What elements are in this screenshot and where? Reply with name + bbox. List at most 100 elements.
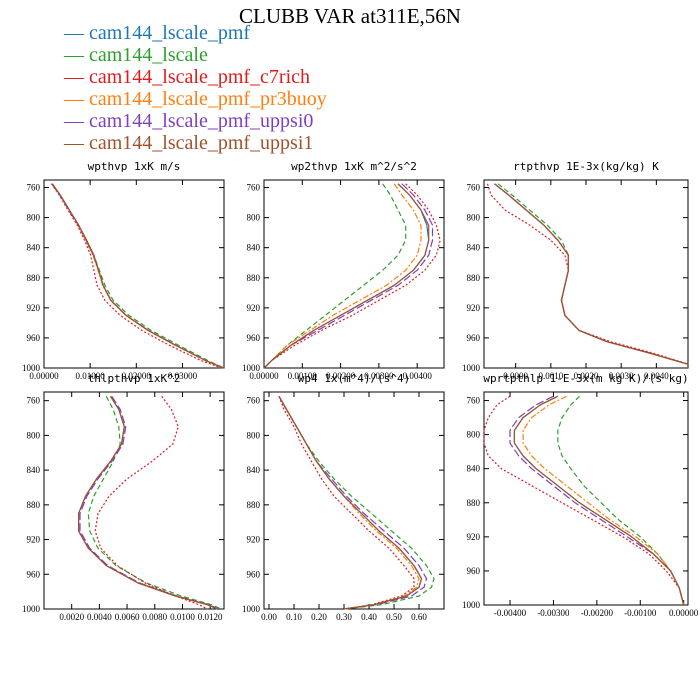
x-tick-label: 0.10 (286, 612, 302, 622)
y-tick-label: 920 (27, 535, 41, 545)
x-tick-label: -0.00200 (581, 608, 614, 618)
y-tick-label: 840 (467, 243, 481, 253)
x-tick-label: 0.00400 (403, 371, 433, 381)
series-line-cam144-lscale-pmf (78, 395, 218, 610)
plot-frame-2 (483, 179, 689, 369)
legend-item-cam144-lscale-pmf-c7rich: — cam144_lscale_pmf_c7rich (64, 66, 311, 88)
series-line-cam144-lscale-pmf-uppsi1 (494, 183, 689, 368)
series-line-cam144-lscale-pmf (263, 183, 430, 369)
x-tick-label: 0.00000 (29, 371, 59, 381)
y-tick-label: 880 (27, 500, 41, 510)
panel-title-1: wp2thvp 1xK m^2/s^2 (291, 160, 417, 173)
x-tick-label: 0.0060 (115, 612, 140, 622)
x-tick-label: 0.02000 (122, 371, 152, 381)
legend: — cam144_lscale_pmf — cam144_lscale — ca… (64, 22, 327, 154)
y-tick-label: 880 (27, 273, 41, 283)
y-tick-label: 800 (247, 430, 261, 440)
x-tick-label: 0.00 (261, 612, 277, 622)
legend-item-cam144-lscale-pmf: — cam144_lscale_pmf (64, 22, 251, 44)
y-tick-label: 840 (467, 464, 481, 474)
series-line-cam144-lscale (263, 183, 407, 369)
x-tick-label: 0.0040 (87, 612, 112, 622)
x-tick-label: 0.0020 (574, 371, 599, 381)
x-tick-label: 0.00100 (288, 371, 318, 381)
figure-title: CLUBB VAR at311E,56N (239, 4, 461, 28)
y-tick-label: 800 (467, 430, 481, 440)
y-tick-label: 960 (27, 569, 41, 579)
series-line-cam144-lscale-pmf-uppsi0 (494, 183, 689, 368)
y-tick-label: 880 (467, 498, 481, 508)
y-tick-label: 760 (467, 183, 481, 193)
y-tick-label: 760 (27, 183, 41, 193)
series-line-cam144-lscale-pmf-c7rich (50, 183, 222, 369)
y-tick-label: 800 (247, 213, 261, 223)
plot-frame-0 (43, 179, 225, 369)
x-tick-label: 0.30 (336, 612, 352, 622)
x-tick-label: 0.0010 (538, 371, 563, 381)
x-tick-label: 0.00300 (364, 371, 394, 381)
y-tick-label: 1000 (22, 363, 41, 373)
y-tick-label: 800 (467, 213, 481, 223)
y-tick-label: 1000 (462, 363, 481, 373)
x-tick-label: 0.20 (311, 612, 327, 622)
legend-label: cam144_lscale (89, 44, 208, 66)
y-tick-label: 840 (247, 465, 261, 475)
series-line-cam144-lscale-pmf-c7rich (486, 183, 689, 368)
plot-frame-1 (263, 179, 445, 369)
legend-label: cam144_lscale_pmf_c7rich (89, 66, 311, 88)
y-tick-label: 840 (27, 243, 41, 253)
y-tick-label: 960 (467, 566, 481, 576)
y-tick-label: 1000 (242, 604, 261, 614)
x-tick-label: 0.0120 (198, 612, 223, 622)
x-tick-label: -0.00300 (537, 608, 570, 618)
plot-frame-3 (43, 391, 225, 610)
y-tick-label: 920 (27, 303, 41, 313)
series-line-cam144-lscale-pmf-uppsi1 (263, 183, 430, 369)
legend-item-cam144-lscale-pmf-uppsi0: — cam144_lscale_pmf_uppsi0 (64, 110, 314, 132)
legend-item-cam144-lscale-pmf-uppsi1: — cam144_lscale_pmf_uppsi1 (64, 132, 314, 154)
series-line-cam144-lscale-pmf-c7rich (263, 183, 441, 369)
y-tick-label: 760 (27, 396, 41, 406)
y-tick-label: 920 (467, 303, 481, 313)
x-tick-label: 0.40 (361, 612, 377, 622)
series-line-cam144-lscale-pmf-c7rich (278, 396, 415, 610)
x-tick-label: 0.0040 (644, 371, 669, 381)
y-tick-label: 760 (247, 396, 261, 406)
legend-item-cam144-lscale-pmf-pr3buoy: — cam144_lscale_pmf_pr3buoy (64, 88, 327, 110)
y-tick-label: 1000 (22, 604, 41, 614)
series-line-cam144-lscale (557, 395, 685, 606)
x-tick-label: 0.0000 (503, 371, 528, 381)
y-tick-label: 1000 (242, 363, 261, 373)
series-line-cam144-lscale-pmf (51, 183, 225, 369)
y-tick-label: 800 (27, 213, 41, 223)
y-tick-label: 960 (247, 569, 261, 579)
x-tick-label: 0.03000 (168, 371, 198, 381)
y-tick-label: 960 (27, 333, 41, 343)
x-tick-label: 0.0080 (142, 612, 167, 622)
x-tick-label: -0.00400 (494, 608, 527, 618)
y-tick-label: 840 (247, 243, 261, 253)
panel-title-4: wp4 1x(m^4)/(s^4) (298, 372, 411, 385)
series-line-cam144-lscale (497, 183, 689, 368)
legend-label: cam144_lscale_pmf_pr3buoy (89, 88, 327, 110)
y-tick-label: 920 (467, 532, 481, 542)
series-line-cam144-lscale-pmf-uppsi1 (51, 183, 224, 369)
y-tick-label: 920 (247, 535, 261, 545)
series-line-cam144-lscale-pmf-uppsi0 (509, 395, 685, 606)
y-tick-label: 760 (247, 183, 261, 193)
panel-title-5: wprtpthlp 1-E-3x(m kg K)/(s kg) (483, 372, 688, 385)
y-tick-label: 880 (467, 273, 481, 283)
series-line-cam144-lscale-pmf-pr3buoy (78, 395, 218, 610)
series-line-cam144-lscale-pmf (513, 395, 685, 606)
x-tick-label: -0.00100 (624, 608, 657, 618)
x-tick-label: 0.50 (386, 612, 402, 622)
panel-title-2: rtpthvp 1E-3x(kg/kg) K (513, 160, 659, 173)
legend-label: cam144_lscale_pmf (89, 22, 251, 44)
series-line-cam144-lscale (278, 396, 435, 610)
y-tick-label: 840 (27, 465, 41, 475)
x-tick-label: 0.01000 (76, 371, 106, 381)
series-line-cam144-lscale-pmf-uppsi1 (278, 396, 423, 610)
y-tick-label: 1000 (462, 600, 481, 610)
panel-title-3: thlpthvp 1xK^2 (88, 372, 181, 385)
